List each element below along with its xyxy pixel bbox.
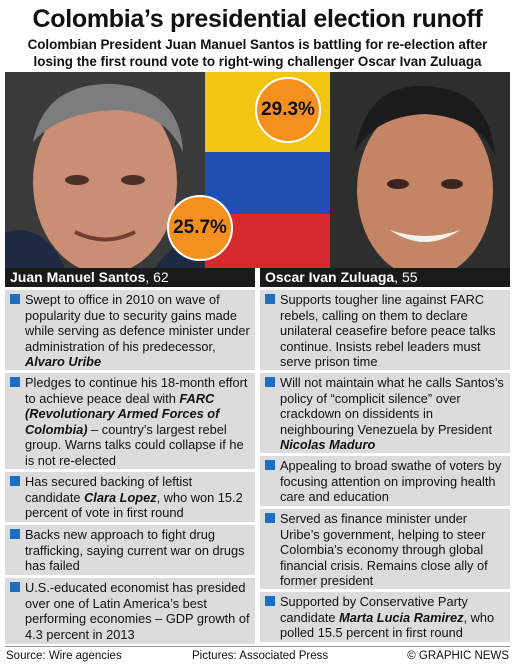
bullet-icon [265,377,275,387]
source-credit: Source: Wire agencies [6,650,122,662]
bullet-icon [265,294,275,304]
zuluaga-point-1: Supports tougher line against FARC rebel… [260,290,510,370]
bullet-icon [10,476,20,486]
zuluaga-name: Oscar Ivan Zuluaga [265,269,395,285]
zuluaga-portrait [330,72,510,268]
footer: Source: Wire agencies Pictures: Associat… [6,648,509,664]
santos-point-2: Pledges to continue his 18-month effort … [5,373,255,469]
graphic-news-credit: © GRAPHIC NEWS [407,650,509,662]
bullet-icon [265,460,275,470]
santos-point-4: Backs new approach to fight drug traffic… [5,525,255,575]
bullet-icon [265,596,275,606]
santos-point-3: Has secured backing of leftist candidate… [5,472,255,522]
candidates-photo: 25.7% 29.3% [5,72,510,268]
page-title: Colombia’s presidential election runoff [32,5,483,33]
footer-divider [5,646,510,647]
zuluaga-point-3: Appealing to broad swathe of voters by f… [260,456,510,506]
bullet-icon [265,513,275,523]
santos-age: , 62 [145,269,169,285]
bullet-icon [10,529,20,539]
subtitle-line-1: Colombian President Juan Manuel Santos i… [27,37,488,52]
bullet-icon [10,294,20,304]
zuluaga-header: Oscar Ivan Zuluaga, 55 [260,268,510,287]
santos-column: Juan Manuel Santos, 62 Swept to office i… [5,268,255,644]
bullet-icon [10,582,20,592]
subtitle-line-2: losing the first round vote to right-win… [33,54,482,69]
pictures-credit: Pictures: Associated Press [192,650,329,662]
zuluaga-point-5: Supported by Conservative Party candidat… [260,592,510,642]
santos-point-1: Swept to office in 2010 on wave of popul… [5,290,255,370]
zuluaga-age: , 55 [394,269,418,285]
zuluaga-vote-badge: 29.3% [255,77,321,143]
zuluaga-point-4: Served as finance minister under Uribe’s… [260,509,510,589]
santos-vote-badge: 25.7% [167,195,233,261]
santos-name: Juan Manuel Santos [10,269,146,285]
zuluaga-point-2: Will not maintain what he calls Santos’s… [260,373,510,453]
page-subtitle: Colombian President Juan Manuel Santos i… [6,36,509,70]
zuluaga-column: Oscar Ivan Zuluaga, 55 Supports tougher … [260,268,510,642]
bullet-icon [10,377,20,387]
santos-point-5: U.S.-educated economist has presided ove… [5,578,255,644]
santos-header: Juan Manuel Santos, 62 [5,268,255,287]
